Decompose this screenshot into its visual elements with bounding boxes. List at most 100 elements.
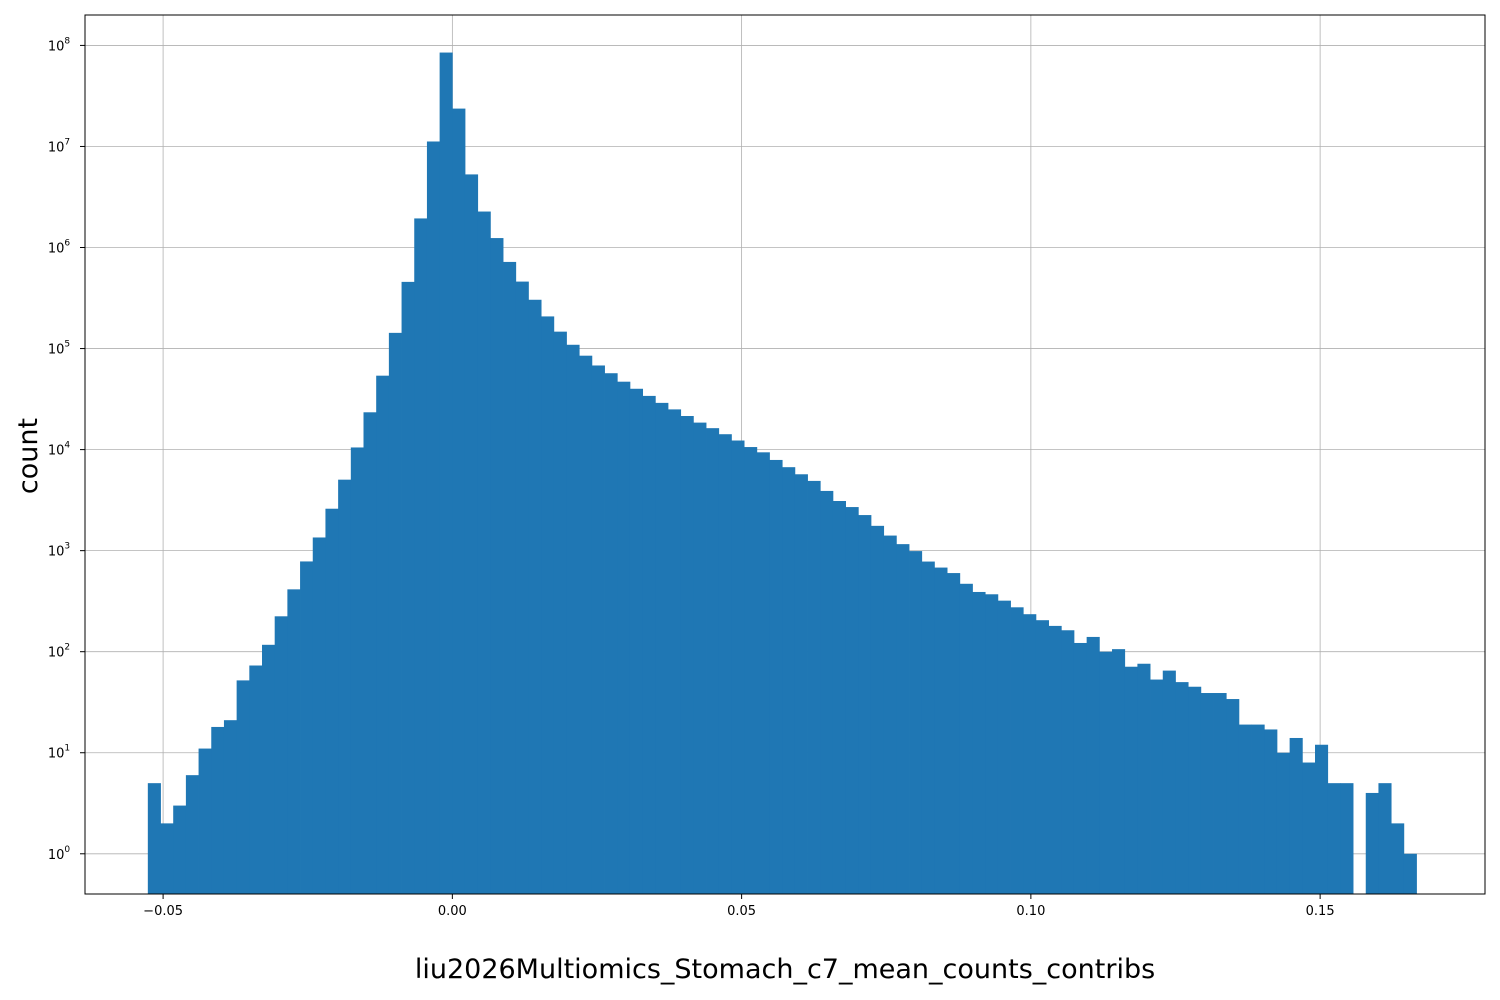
- histogram-bar: [147, 783, 161, 894]
- histogram-bar: [249, 665, 263, 894]
- histogram-bar: [350, 447, 364, 894]
- histogram-bar: [667, 409, 682, 894]
- histogram-bar: [160, 823, 174, 894]
- histogram-bar: [883, 535, 897, 894]
- histogram-bar: [947, 573, 961, 894]
- histogram-bar: [972, 591, 986, 894]
- histogram-bar: [1403, 853, 1417, 894]
- histogram-bar: [997, 600, 1011, 894]
- histogram-bar: [1327, 783, 1341, 894]
- histogram-bar: [680, 416, 694, 894]
- histogram-bar: [464, 174, 479, 895]
- histogram-bar: [173, 805, 187, 894]
- y-tick-label: 104: [48, 441, 71, 459]
- x-tick-label: 0.00: [438, 904, 467, 919]
- histogram-bar: [312, 537, 326, 894]
- histogram-bar: [274, 616, 288, 894]
- histogram-bar: [1365, 792, 1379, 894]
- histogram-bar: [452, 108, 466, 894]
- histogram-bar: [1378, 783, 1392, 894]
- histogram-bar: [477, 211, 491, 894]
- histogram-bar: [1213, 693, 1227, 894]
- histogram-bar: [1302, 762, 1316, 894]
- histogram-bar: [1391, 823, 1405, 894]
- histogram-bar: [211, 726, 225, 894]
- histogram-bar: [236, 680, 250, 894]
- histogram-bar: [528, 299, 542, 895]
- y-tick-label: 102: [48, 643, 70, 661]
- x-tick-label: 0.15: [1306, 904, 1335, 919]
- histogram-bar: [553, 331, 567, 894]
- histogram-bar: [338, 479, 352, 894]
- x-axis-title: liu2026Multiomics_Stomach_c7_mean_counts…: [415, 954, 1155, 985]
- histogram-bar: [401, 281, 415, 895]
- histogram-bar: [223, 720, 238, 894]
- histogram-bar: [300, 561, 314, 894]
- x-axis-ticks: −0.05 0.00 0.05 0.10 0.15: [143, 894, 1335, 919]
- histogram-bar: [1112, 649, 1126, 894]
- histogram-bar: [363, 412, 377, 894]
- y-tick-label: 108: [48, 36, 71, 54]
- histogram-bar: [1175, 682, 1189, 894]
- histogram-bar: [769, 459, 783, 894]
- histogram-bars: [147, 52, 1417, 895]
- histogram-bar: [896, 544, 910, 894]
- histogram-bar: [832, 500, 846, 894]
- histogram-bar: [1099, 651, 1113, 894]
- y-tick-label: 103: [48, 542, 70, 560]
- histogram-bar: [1048, 625, 1062, 894]
- histogram-bar: [198, 748, 212, 894]
- histogram-bar: [541, 316, 555, 894]
- histogram-bar: [921, 561, 935, 894]
- histogram-bar: [515, 281, 529, 894]
- histogram-bar: [693, 422, 707, 894]
- histogram-bar: [414, 218, 428, 894]
- histogram-bar: [655, 402, 669, 894]
- y-tick-label: 101: [48, 744, 70, 762]
- histogram-bar: [959, 583, 973, 894]
- histogram-bar: [1289, 737, 1303, 894]
- histogram-bar: [376, 375, 390, 895]
- histogram-bar: [1061, 630, 1075, 894]
- histogram-bar: [1340, 783, 1354, 894]
- histogram-bar: [858, 515, 872, 894]
- x-tick-label: 0.10: [1016, 904, 1045, 919]
- histogram-bar: [744, 447, 758, 894]
- histogram-bar: [706, 428, 720, 894]
- histogram-bar: [617, 381, 631, 895]
- histogram-bar: [439, 52, 453, 894]
- histogram-bar: [909, 551, 923, 894]
- histogram-bar: [1200, 693, 1214, 894]
- histogram-bar: [756, 452, 770, 894]
- histogram-bar: [642, 395, 656, 894]
- histogram-bar: [782, 467, 796, 894]
- histogram-bar: [731, 440, 745, 894]
- histogram-bar: [1238, 724, 1252, 894]
- histogram-bar: [1010, 607, 1024, 894]
- histogram-bar: [1315, 744, 1329, 894]
- histogram-bar: [490, 238, 504, 894]
- x-tick-label: 0.05: [727, 904, 756, 919]
- histogram-bar: [629, 388, 644, 894]
- plot-frame: [84, 14, 1486, 895]
- histogram-bar: [1188, 686, 1202, 894]
- histogram-bar: [1137, 663, 1151, 894]
- histogram-bar: [426, 141, 441, 894]
- histogram-bar: [807, 480, 821, 894]
- y-tick-label: 107: [48, 137, 70, 155]
- histogram-bar: [1276, 752, 1291, 894]
- y-tick-label: 105: [48, 340, 70, 358]
- histogram-bar: [1150, 679, 1164, 894]
- histogram-bar: [1086, 636, 1100, 894]
- histogram-bar: [1073, 642, 1088, 894]
- histogram-bar: [591, 365, 605, 895]
- histogram-bar: [566, 344, 580, 895]
- histogram-bar: [604, 373, 618, 894]
- histogram-bar: [794, 474, 808, 894]
- histogram-bar: [185, 775, 199, 894]
- histogram-bar: [579, 355, 593, 894]
- histogram-bar: [287, 589, 301, 894]
- histogram-bar: [985, 594, 999, 894]
- histogram-bar: [1264, 729, 1278, 894]
